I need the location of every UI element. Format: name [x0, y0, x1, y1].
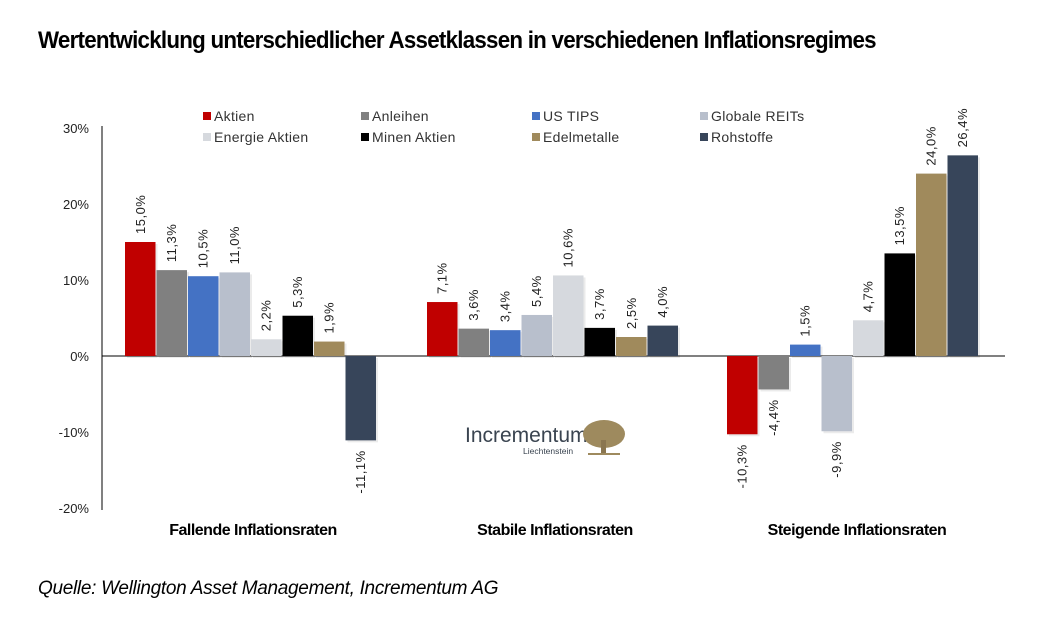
data-label: -9,9% — [829, 441, 844, 477]
bar-edelmetalle — [916, 173, 947, 356]
data-label: 24,0% — [924, 126, 939, 165]
data-label: 3,4% — [498, 291, 513, 323]
bar-rohstoffe — [947, 155, 978, 356]
data-label: 11,3% — [164, 224, 179, 262]
legend-label: Aktien — [214, 108, 255, 124]
legend-label: Energie Aktien — [214, 129, 309, 145]
legend-swatch-icon — [700, 133, 708, 141]
bar-anleihen — [156, 270, 187, 356]
bar-edelmetalle — [616, 337, 647, 356]
y-tick-label: 0% — [70, 349, 89, 364]
data-label: 4,0% — [655, 286, 670, 318]
bar-us-tips — [790, 344, 821, 356]
legend-swatch-icon — [532, 112, 540, 120]
bar-minen-aktien — [282, 315, 313, 356]
data-label: 15,0% — [133, 195, 148, 234]
bar-aktien — [727, 356, 758, 435]
bar-aktien — [427, 302, 458, 356]
legend-item: Globale REITs — [700, 108, 804, 124]
data-label: 5,3% — [290, 276, 305, 308]
logo-subtitle: Liechtenstein — [523, 446, 573, 456]
bar-edelmetalle — [314, 341, 345, 356]
data-label: -4,4% — [766, 399, 781, 435]
data-label: 7,1% — [435, 262, 450, 294]
legend-item: Aktien — [203, 108, 255, 124]
bar-anleihen — [758, 356, 789, 390]
data-label: 10,6% — [561, 228, 576, 267]
bar-globale-reits — [521, 314, 552, 356]
bar-rohstoffe — [345, 356, 376, 441]
bar-minen-aktien — [584, 327, 615, 356]
data-label: 1,9% — [322, 302, 337, 334]
legend-label: Edelmetalle — [543, 129, 620, 145]
legend-item: Energie Aktien — [203, 129, 308, 145]
legend-item: US TIPS — [532, 108, 599, 124]
legend-label: US TIPS — [543, 108, 600, 124]
bar-us-tips — [490, 330, 521, 356]
legend-label: Rohstoffe — [711, 129, 774, 145]
data-label: 1,5% — [798, 305, 813, 337]
legend-label: Anleihen — [372, 108, 429, 124]
bar-us-tips — [188, 276, 219, 356]
bar-globale-reits — [219, 272, 250, 356]
y-tick-label: 30% — [63, 121, 89, 136]
bar-aktien — [125, 242, 156, 356]
bar-energie-aktien — [553, 275, 584, 356]
incrementum-logo: Incrementum Liechtenstein — [465, 420, 625, 456]
legend-label: Minen Aktien — [372, 129, 456, 145]
legend-item: Rohstoffe — [700, 129, 773, 145]
legend-swatch-icon — [203, 112, 211, 120]
legend-item: Anleihen — [361, 108, 429, 124]
legend-swatch-icon — [700, 112, 708, 120]
source-note: Quelle: Wellington Asset Management, Inc… — [38, 578, 499, 599]
data-label: 10,5% — [196, 229, 211, 268]
bar-rohstoffe — [647, 325, 678, 356]
data-label: -10,3% — [735, 444, 750, 488]
tree-icon — [583, 420, 625, 455]
bar-energie-aktien — [853, 320, 884, 356]
data-label: 2,2% — [259, 300, 274, 332]
legend-label: Globale REITs — [711, 108, 805, 124]
data-label: 5,4% — [529, 275, 544, 307]
bar-anleihen — [458, 328, 489, 356]
data-label: 4,7% — [861, 281, 876, 313]
y-tick-label: 10% — [63, 273, 89, 288]
logo-name: Incrementum — [465, 424, 588, 447]
legend-swatch-icon — [361, 112, 369, 120]
legend-swatch-icon — [361, 133, 369, 141]
y-tick-label: 20% — [63, 197, 89, 212]
y-tick-label: -20% — [59, 501, 90, 516]
legend-swatch-icon — [203, 133, 211, 141]
category-label: Fallende Inflationsraten — [169, 522, 337, 539]
legend-item: Edelmetalle — [532, 129, 619, 145]
legend-swatch-icon — [532, 133, 540, 141]
data-label: 11,0% — [227, 226, 242, 264]
data-label: -11,1% — [353, 450, 368, 493]
data-label: 3,7% — [592, 288, 607, 320]
y-tick-label: -10% — [59, 425, 90, 440]
bar-minen-aktien — [884, 253, 915, 356]
category-label: Stabile Inflationsraten — [477, 522, 633, 539]
chart-title: Wertentwicklung unterschiedlicher Assetk… — [38, 27, 877, 54]
legend-item: Minen Aktien — [361, 129, 456, 145]
data-label: 13,5% — [892, 206, 907, 245]
bar-energie-aktien — [251, 339, 282, 356]
data-label: 2,5% — [624, 297, 639, 329]
data-label: 26,4% — [955, 108, 970, 147]
data-label: 3,6% — [466, 289, 481, 321]
category-label: Steigende Inflationsraten — [768, 522, 947, 539]
bar-globale-reits — [821, 356, 852, 432]
